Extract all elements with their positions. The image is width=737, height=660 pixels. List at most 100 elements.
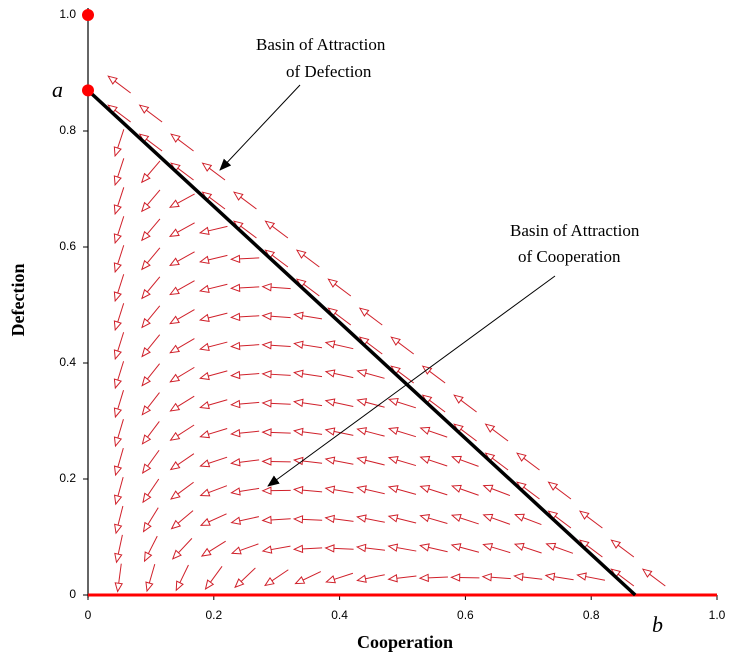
field-arrowhead: [292, 427, 304, 437]
field-arrowhead: [141, 463, 152, 474]
annotation: of Defection: [286, 62, 372, 81]
field-arrowhead: [324, 514, 335, 524]
field-arrowhead: [198, 255, 210, 264]
x-tick-label: 1.0: [709, 608, 726, 622]
field-arrowhead: [113, 494, 123, 506]
field-arrowhead: [356, 427, 368, 436]
field-arrowhead: [387, 397, 399, 407]
field-arrowhead: [356, 514, 367, 523]
field-arrowhead: [261, 486, 272, 495]
field-arrowhead: [230, 516, 242, 525]
separatrix: [86, 89, 637, 597]
field-arrowhead: [141, 376, 151, 387]
field-arrowhead: [356, 456, 368, 465]
field-arrowhead: [229, 341, 241, 351]
field-arrowhead: [169, 257, 180, 267]
field-arrowhead: [141, 201, 151, 213]
vector-field: [107, 75, 666, 593]
field-arrowhead: [293, 340, 304, 350]
field-arrowhead: [169, 344, 181, 354]
field-arrowhead: [142, 492, 152, 504]
field-arrowhead: [141, 405, 152, 416]
annotation: Basin of Attraction: [256, 35, 386, 54]
equilibrium-point: [82, 9, 94, 21]
x-tick-label: 0: [85, 608, 92, 622]
field-arrowhead: [482, 513, 494, 522]
field-arrowhead: [200, 547, 212, 557]
field-arrowhead: [293, 311, 304, 320]
field-arrowhead: [143, 551, 153, 563]
field-arrowhead: [450, 513, 462, 523]
field-arrowhead: [114, 552, 123, 564]
field-arrowhead: [355, 543, 367, 553]
annotation: of Cooperation: [518, 247, 621, 266]
y-tick-label: 1.0: [59, 7, 76, 21]
field-arrowhead: [293, 398, 304, 408]
field-arrowhead: [169, 431, 181, 441]
annotation-arrow: [267, 275, 556, 487]
equilibrium-point: [82, 84, 94, 97]
field-arrowhead: [261, 311, 272, 321]
y-tick-label: 0.2: [59, 471, 76, 485]
field-arrowhead: [234, 578, 245, 589]
field-arrowhead: [261, 341, 272, 350]
field-arrowhead: [387, 456, 399, 465]
field-arrowhead: [168, 199, 180, 208]
x-tick-label: 0.4: [331, 608, 348, 622]
field-arrowhead: [198, 226, 210, 235]
field-arrowhead: [387, 514, 399, 523]
field-arrowhead: [325, 575, 336, 584]
field-arrowhead: [230, 458, 241, 467]
field-arrowhead: [482, 484, 494, 493]
field-arrowhead: [356, 369, 368, 378]
field-arrowhead: [295, 249, 307, 259]
field-arrowhead: [169, 373, 181, 383]
field-arrowhead: [199, 488, 211, 497]
field-arrowhead: [199, 459, 211, 468]
field-arrowhead: [113, 204, 122, 216]
field-arrowhead: [358, 307, 370, 317]
field-arrowhead: [114, 582, 123, 593]
field-arrowhead: [419, 514, 431, 523]
field-arrowhead: [233, 191, 244, 201]
field-arrowhead: [107, 75, 118, 85]
field-arrowhead: [327, 278, 338, 288]
field-arrowhead: [198, 313, 210, 323]
field-arrowhead: [230, 487, 241, 496]
field-arrowhead: [513, 572, 524, 582]
x-tick-label: 0.2: [205, 608, 222, 622]
field-arrowhead: [229, 254, 241, 264]
field-arrowhead: [113, 378, 122, 390]
field-arrowhead: [387, 485, 399, 494]
field-arrowhead: [294, 575, 306, 585]
field-arrowhead: [113, 465, 123, 477]
field-arrowhead: [516, 452, 527, 462]
field-arrowhead: [261, 282, 272, 292]
field-arrowhead: [324, 544, 335, 553]
field-arrowhead: [169, 461, 181, 471]
field-arrowhead: [484, 423, 496, 433]
field-arrowhead: [169, 315, 180, 325]
y-tick-label: 0: [69, 587, 76, 601]
field-arrowhead: [292, 485, 304, 495]
field-arrowhead: [113, 320, 122, 332]
x-axis-title: Cooperation: [357, 632, 453, 652]
x-tick-label: 0.8: [583, 608, 600, 622]
field-arrowhead: [229, 312, 241, 322]
field-arrowhead: [293, 369, 304, 379]
field-arrowhead: [482, 543, 494, 552]
annotation-arrow: [219, 84, 301, 171]
field-arrowhead: [641, 568, 653, 578]
field-arrowhead: [199, 430, 211, 439]
field-arrowhead: [141, 259, 151, 271]
point-label: b: [652, 612, 663, 637]
field-arrowhead: [481, 572, 492, 582]
field-arrowhead: [113, 262, 122, 274]
field-arrowhead: [199, 342, 210, 352]
field-arrowhead: [261, 370, 272, 379]
field-arrowhead: [292, 544, 304, 554]
field-arrowhead: [261, 399, 272, 408]
field-arrowhead: [170, 519, 182, 530]
field-arrowhead: [169, 402, 181, 412]
